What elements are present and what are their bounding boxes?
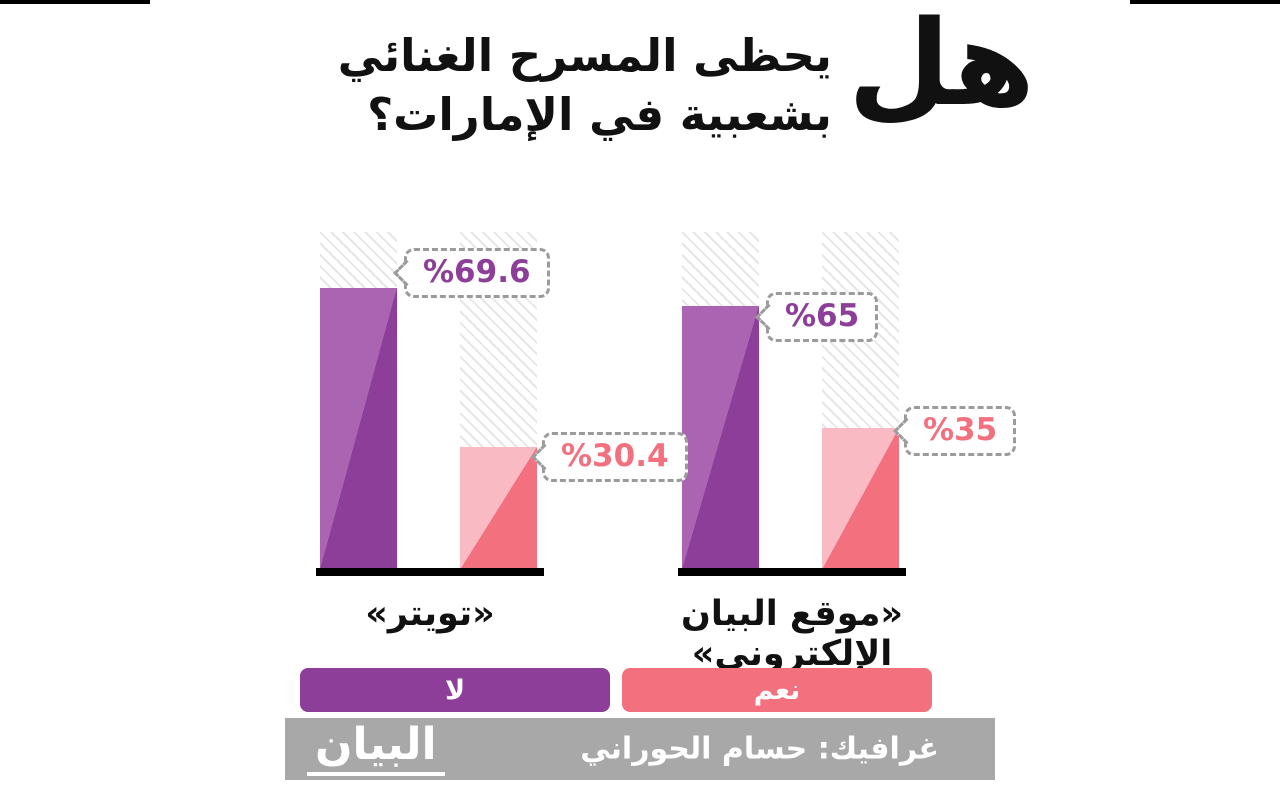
axis-baseline-bayan (678, 568, 906, 576)
top-left-edge-mark (0, 0, 150, 4)
value-callout-twitter-no: %69.6 (404, 248, 550, 298)
group-label-bayan-website: «موقع البيان الإلكتروني» (681, 594, 903, 674)
group-label-twitter: «تويتر» (365, 594, 495, 634)
value-callout-bayan-no: %65 (766, 292, 879, 342)
hatched-column-bayan-yes (822, 232, 899, 570)
albayan-logo: البيان (307, 720, 445, 777)
top-right-edge-mark (1130, 0, 1280, 4)
title-block: هل يحظى المسرح الغنائي بشعبية في الإمارا… (338, 4, 1035, 145)
legend-item-yes: نعم (622, 668, 932, 712)
bar-bayan-yes (822, 428, 899, 570)
bar-twitter-yes (460, 446, 537, 570)
value-callout-twitter-yes: %30.4 (542, 432, 688, 482)
hatched-column-bayan-no (682, 232, 759, 570)
graphic-credit: غرافيك: حسام الحوراني (580, 731, 939, 767)
title-big-word: هل (847, 0, 1035, 132)
footer-bar: البيان غرافيك: حسام الحوراني (285, 718, 995, 780)
value-callout-bayan-yes: %35 (904, 406, 1017, 456)
hatched-column-twitter-no (320, 232, 397, 570)
title-line-2: بشعبية في الإمارات؟ (367, 88, 832, 142)
bar-twitter-no (320, 287, 397, 570)
legend-item-no: لا (300, 668, 610, 712)
axis-baseline-twitter (316, 568, 544, 576)
title-line-1: يحظى المسرح الغنائي (337, 29, 832, 82)
bar-bayan-no (682, 306, 759, 570)
title-lines: يحظى المسرح الغنائي بشعبية في الإمارات؟ (338, 10, 832, 145)
